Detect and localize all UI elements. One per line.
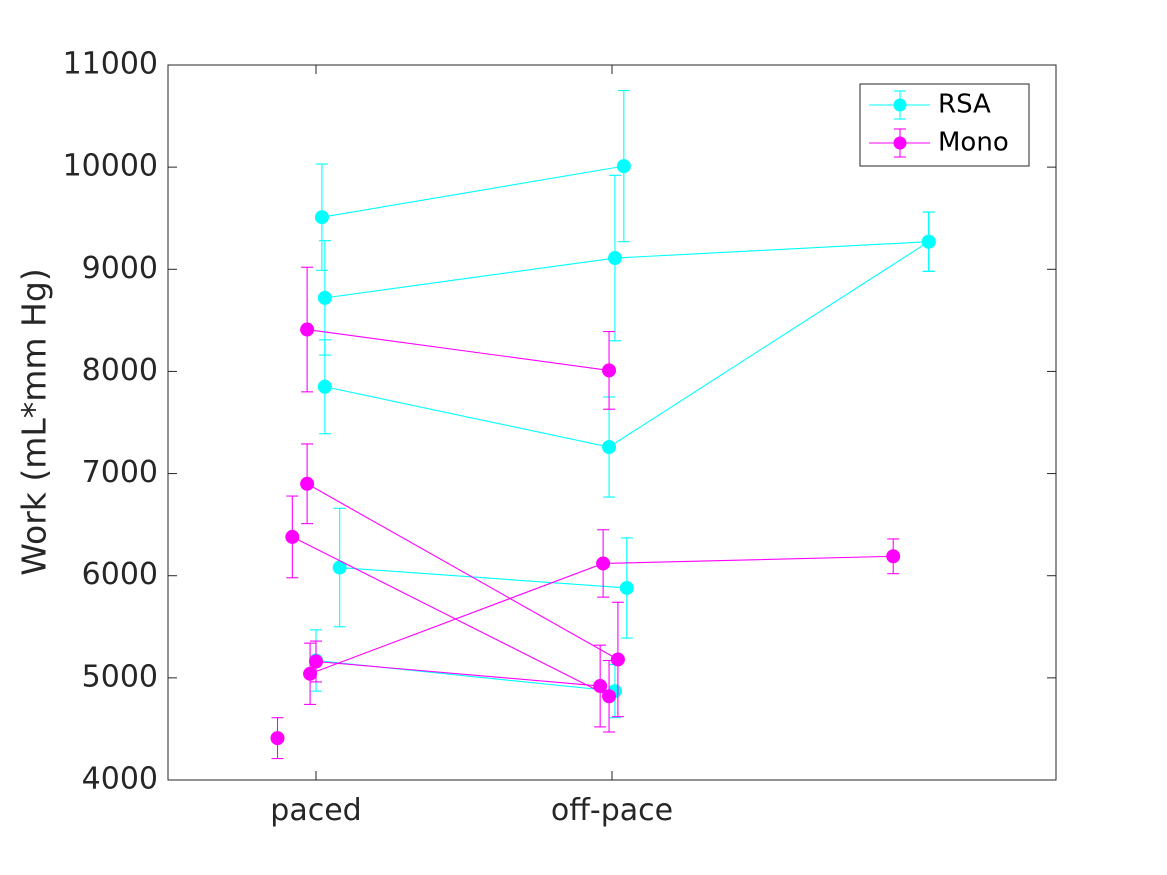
rsa-data-point [317,379,332,394]
legend-label: RSA [938,90,991,120]
y-tick-label: 9000 [82,251,158,286]
y-tick-label: 7000 [82,455,158,490]
rsa-data-point [619,580,634,595]
legend: RSA Mono [859,83,1030,167]
y-tick-label: 10000 [63,149,158,184]
legend-marker [893,136,907,150]
plot-background [168,65,1056,780]
rsa-data-point [314,210,329,225]
rsa-data-point [921,234,936,249]
mono-series-line [307,329,610,371]
legend-entry-rsa: RSA [869,90,991,120]
y-tick-label: 11000 [63,47,158,82]
mono-data-point [886,549,901,564]
mono-series-line [306,483,619,660]
y-axis-label: Work (mL*mm Hg) [15,268,54,575]
mono-series-line [292,536,610,697]
rsa-data-point [317,290,332,305]
mono-data-point [309,654,323,669]
chart-marks [270,89,936,760]
mono-data-point [602,689,617,704]
rsa-data-point [602,440,617,455]
axes: 4000 5000 6000 7000 8000 9000 10000 11000 paced o… [63,47,1057,828]
rsa-data-point [616,159,631,174]
mono-data-point [300,322,315,337]
legend-marker [893,98,907,112]
y-tick-label: 5000 [82,659,158,694]
x-tick-label: off-pace [551,793,673,828]
legend-label: Mono [938,128,1009,158]
rsa-series-line [339,566,627,589]
y-tick-label: 6000 [82,557,158,592]
rsa-data-point [607,251,622,266]
mono-data-point [593,679,608,694]
mono-data-point [602,363,617,378]
y-tick-label: 4000 [82,762,158,797]
mono-data-point [610,652,625,667]
y-tick-label: 8000 [82,353,158,388]
rsa-series-line [321,165,624,218]
mono-data-point [270,731,285,746]
mono-data-point [303,666,318,681]
mono-data-point [285,529,300,544]
x-tick-label: paced [270,793,361,828]
legend-entry-mono: Mono [869,128,1009,158]
legend-box [859,83,1030,167]
mono-series-line [315,660,601,687]
mono-data-point [300,476,315,491]
mono-data-point [596,556,611,571]
